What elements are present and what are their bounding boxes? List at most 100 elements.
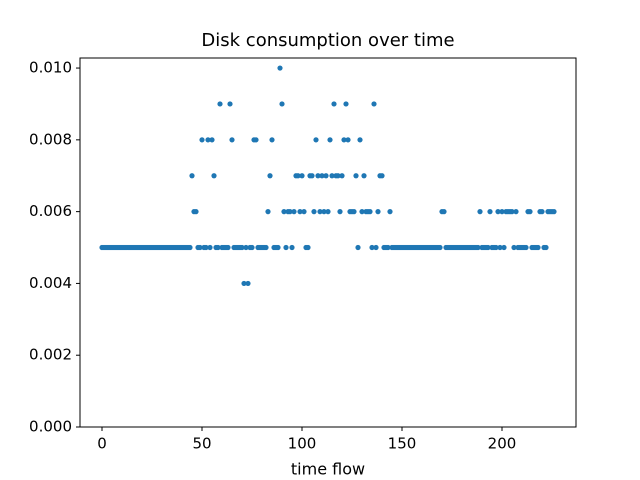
point (329, 173, 335, 179)
point (189, 173, 195, 179)
point (299, 173, 305, 179)
y-tick-label: 0.000 (29, 418, 72, 436)
point (211, 173, 217, 179)
point (199, 137, 205, 143)
point (497, 244, 503, 251)
point (543, 244, 549, 251)
point (197, 244, 203, 251)
point (217, 101, 223, 107)
point (325, 209, 331, 215)
point (343, 101, 349, 107)
point (379, 173, 385, 179)
point (253, 137, 259, 143)
point (241, 280, 247, 287)
point (513, 209, 519, 215)
point (487, 209, 493, 215)
point (311, 209, 317, 215)
point (355, 244, 361, 251)
point (209, 137, 215, 143)
x-tick-label: 150 (388, 435, 417, 453)
point (245, 280, 251, 287)
point (477, 209, 483, 215)
point (353, 173, 359, 179)
point (317, 209, 323, 215)
point (239, 244, 245, 251)
point (193, 209, 199, 215)
point (267, 173, 273, 179)
point (551, 209, 557, 215)
point (281, 209, 287, 215)
point (319, 173, 325, 179)
point (387, 209, 393, 215)
point (207, 244, 213, 251)
point (323, 173, 329, 179)
point (501, 244, 507, 251)
point (475, 244, 481, 251)
x-tick-label: 200 (488, 435, 517, 453)
point (351, 209, 357, 215)
y-tick-label: 0.002 (29, 346, 72, 364)
point (225, 244, 231, 251)
point (289, 244, 295, 251)
point (305, 244, 311, 251)
point (249, 244, 255, 251)
point (321, 209, 327, 215)
x-tick-label: 100 (288, 435, 317, 453)
point (215, 244, 221, 251)
point (499, 209, 505, 215)
point (371, 101, 377, 107)
point (279, 101, 285, 107)
point (297, 209, 303, 215)
y-tick-label: 0.010 (29, 59, 72, 77)
point (227, 101, 233, 107)
point (359, 209, 365, 215)
point (287, 209, 293, 215)
point (385, 244, 391, 251)
point (327, 137, 333, 143)
point (269, 137, 275, 143)
point (283, 244, 289, 251)
point (277, 65, 283, 71)
point (187, 244, 193, 251)
point (485, 244, 491, 251)
x-tick-label: 0 (97, 435, 107, 453)
point (375, 209, 381, 215)
point (493, 244, 499, 251)
point (495, 209, 501, 215)
point (373, 244, 379, 251)
point (335, 173, 341, 179)
point (523, 244, 529, 251)
point (357, 137, 363, 143)
point (275, 244, 281, 251)
point (441, 209, 447, 215)
point (339, 173, 345, 179)
point (337, 209, 343, 215)
point (509, 209, 515, 215)
point (527, 209, 533, 215)
point (539, 209, 545, 215)
point (263, 244, 269, 251)
point (341, 137, 347, 143)
point (243, 244, 249, 251)
point (437, 244, 443, 251)
point (229, 137, 235, 143)
point (511, 244, 517, 251)
point (295, 173, 301, 179)
point (369, 244, 375, 251)
point (203, 244, 209, 251)
point (367, 209, 373, 215)
x-tick-label: 50 (192, 435, 211, 453)
point (309, 173, 315, 179)
point (291, 209, 297, 215)
plot-frame (79, 57, 577, 428)
point (205, 137, 211, 143)
point (535, 244, 541, 251)
point (301, 209, 307, 215)
point (265, 209, 271, 215)
point (313, 137, 319, 143)
point (345, 137, 351, 143)
point (315, 173, 321, 179)
